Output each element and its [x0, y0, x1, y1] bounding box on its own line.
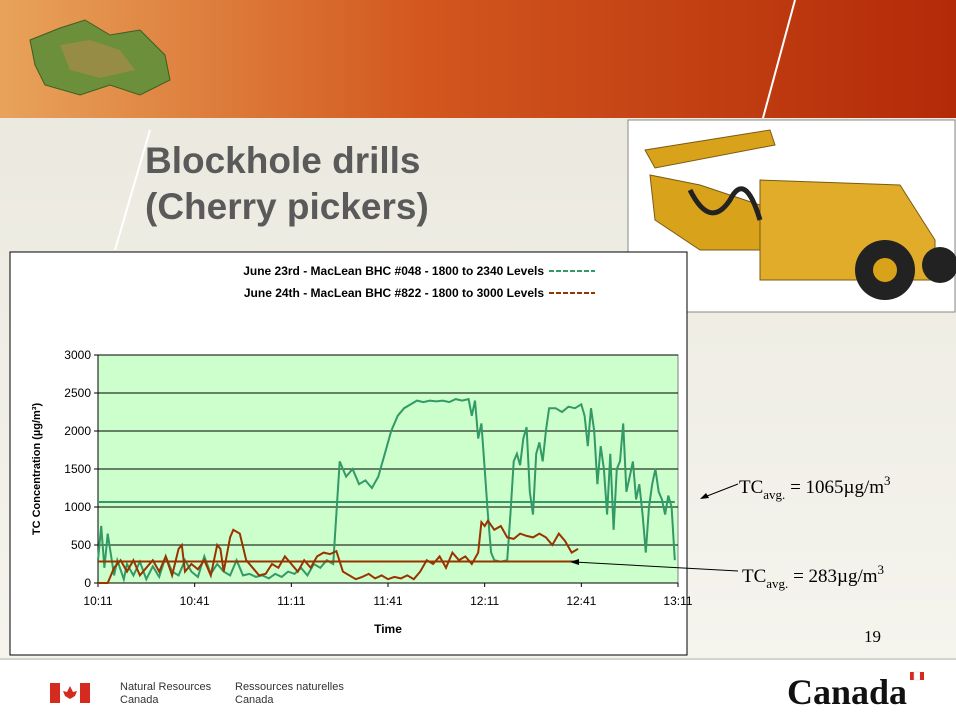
x-tick-label: 13:11: [663, 594, 692, 608]
wordmark-flag: [920, 672, 924, 680]
x-tick-label: 11:41: [373, 594, 402, 608]
y-tick-label: 1000: [64, 500, 91, 514]
annotation-sub: avg.: [763, 487, 785, 502]
annotation-sub: avg.: [766, 576, 788, 591]
dept-fr: Canada: [235, 694, 274, 706]
y-tick-label: 1500: [64, 462, 91, 476]
x-tick-label: 12:11: [470, 594, 499, 608]
canada-wordmark: Canada: [787, 672, 907, 712]
page-number: 19: [864, 627, 881, 646]
wordmark-flag: [910, 672, 914, 680]
x-tick-label: 12:41: [566, 594, 596, 608]
y-tick-label: 3000: [64, 348, 91, 362]
slide-title: (Cherry pickers): [145, 186, 429, 227]
y-axis-title: TC Concentration (µg/m³): [31, 403, 43, 536]
annotation-sup: 3: [878, 562, 885, 577]
x-axis-title: Time: [374, 622, 402, 636]
y-tick-label: 2500: [64, 386, 91, 400]
y-tick-label: 0: [84, 576, 91, 590]
canada-flag: [50, 683, 90, 703]
annotation-base: TC: [739, 477, 763, 498]
dept-fr: Ressources naturelles: [235, 681, 344, 693]
annotation-base: TC: [742, 566, 766, 587]
slide-title: Blockhole drills: [145, 140, 421, 181]
x-tick-label: 11:11: [277, 594, 306, 608]
average-annotation: TCavg. = 1065µg/m3: [739, 473, 891, 502]
dept-en: Canada: [120, 694, 159, 706]
average-annotation: TCavg. = 283µg/m3: [742, 562, 884, 591]
x-tick-label: 10:11: [83, 594, 112, 608]
annotation-rest: = 1065µg/m: [785, 477, 884, 498]
wordmark-flag: [914, 672, 920, 680]
annotation-rest: = 283µg/m: [788, 566, 877, 587]
annotation-sup: 3: [884, 473, 891, 488]
x-tick-label: 10:41: [180, 594, 210, 608]
legend-label: June 23rd - MacLean BHC #048 - 1800 to 2…: [243, 264, 544, 278]
dept-en: Natural Resources: [120, 681, 212, 693]
y-tick-label: 2000: [64, 424, 91, 438]
slide: Blockhole drills (Cherry pickers) 0 500 10…: [0, 0, 956, 721]
legend-label: June 24th - MacLean BHC #822 - 1800 to 3…: [244, 286, 544, 300]
y-tick-label: 500: [71, 538, 91, 552]
